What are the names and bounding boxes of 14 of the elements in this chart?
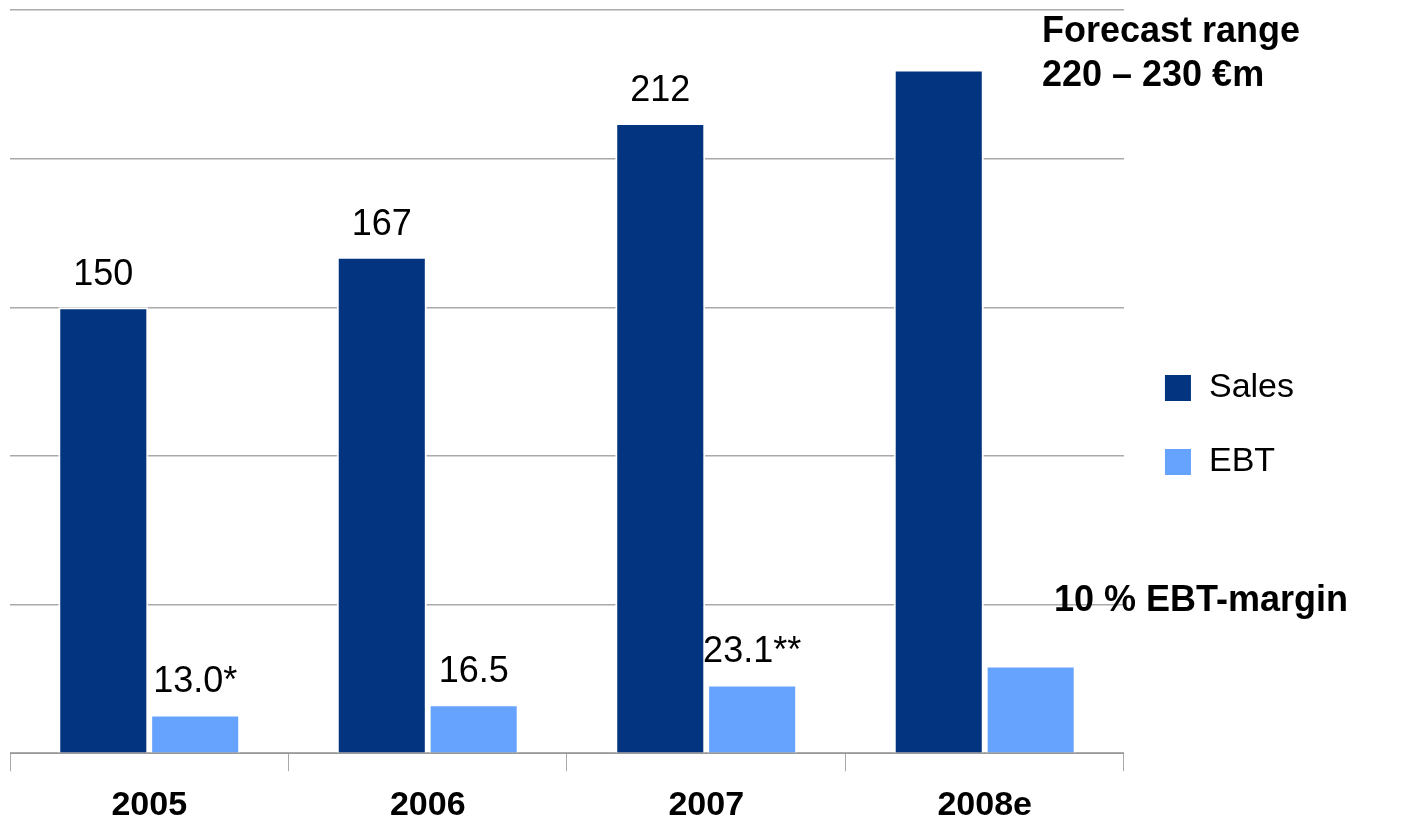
data-label: 167 <box>351 201 412 243</box>
x-tick-label: 2006 <box>389 783 466 822</box>
data-label: 212 <box>630 67 691 109</box>
x-tick-label: 2005 <box>111 783 188 822</box>
annotation: 10 % EBT-margin <box>1053 578 1349 620</box>
annotation: Forecast range 220 – 230 €m <box>1041 8 1301 94</box>
data-label: 13.0* <box>153 659 238 701</box>
x-tick-label: 2007 <box>668 783 745 822</box>
data-label: 23.1** <box>703 629 802 671</box>
data-label: 150 <box>73 252 134 294</box>
data-label: 16.5 <box>438 649 509 691</box>
legend-label: EBT <box>1208 440 1276 479</box>
x-tick-label: 2008e <box>937 783 1032 822</box>
legend-label: Sales <box>1208 366 1295 405</box>
